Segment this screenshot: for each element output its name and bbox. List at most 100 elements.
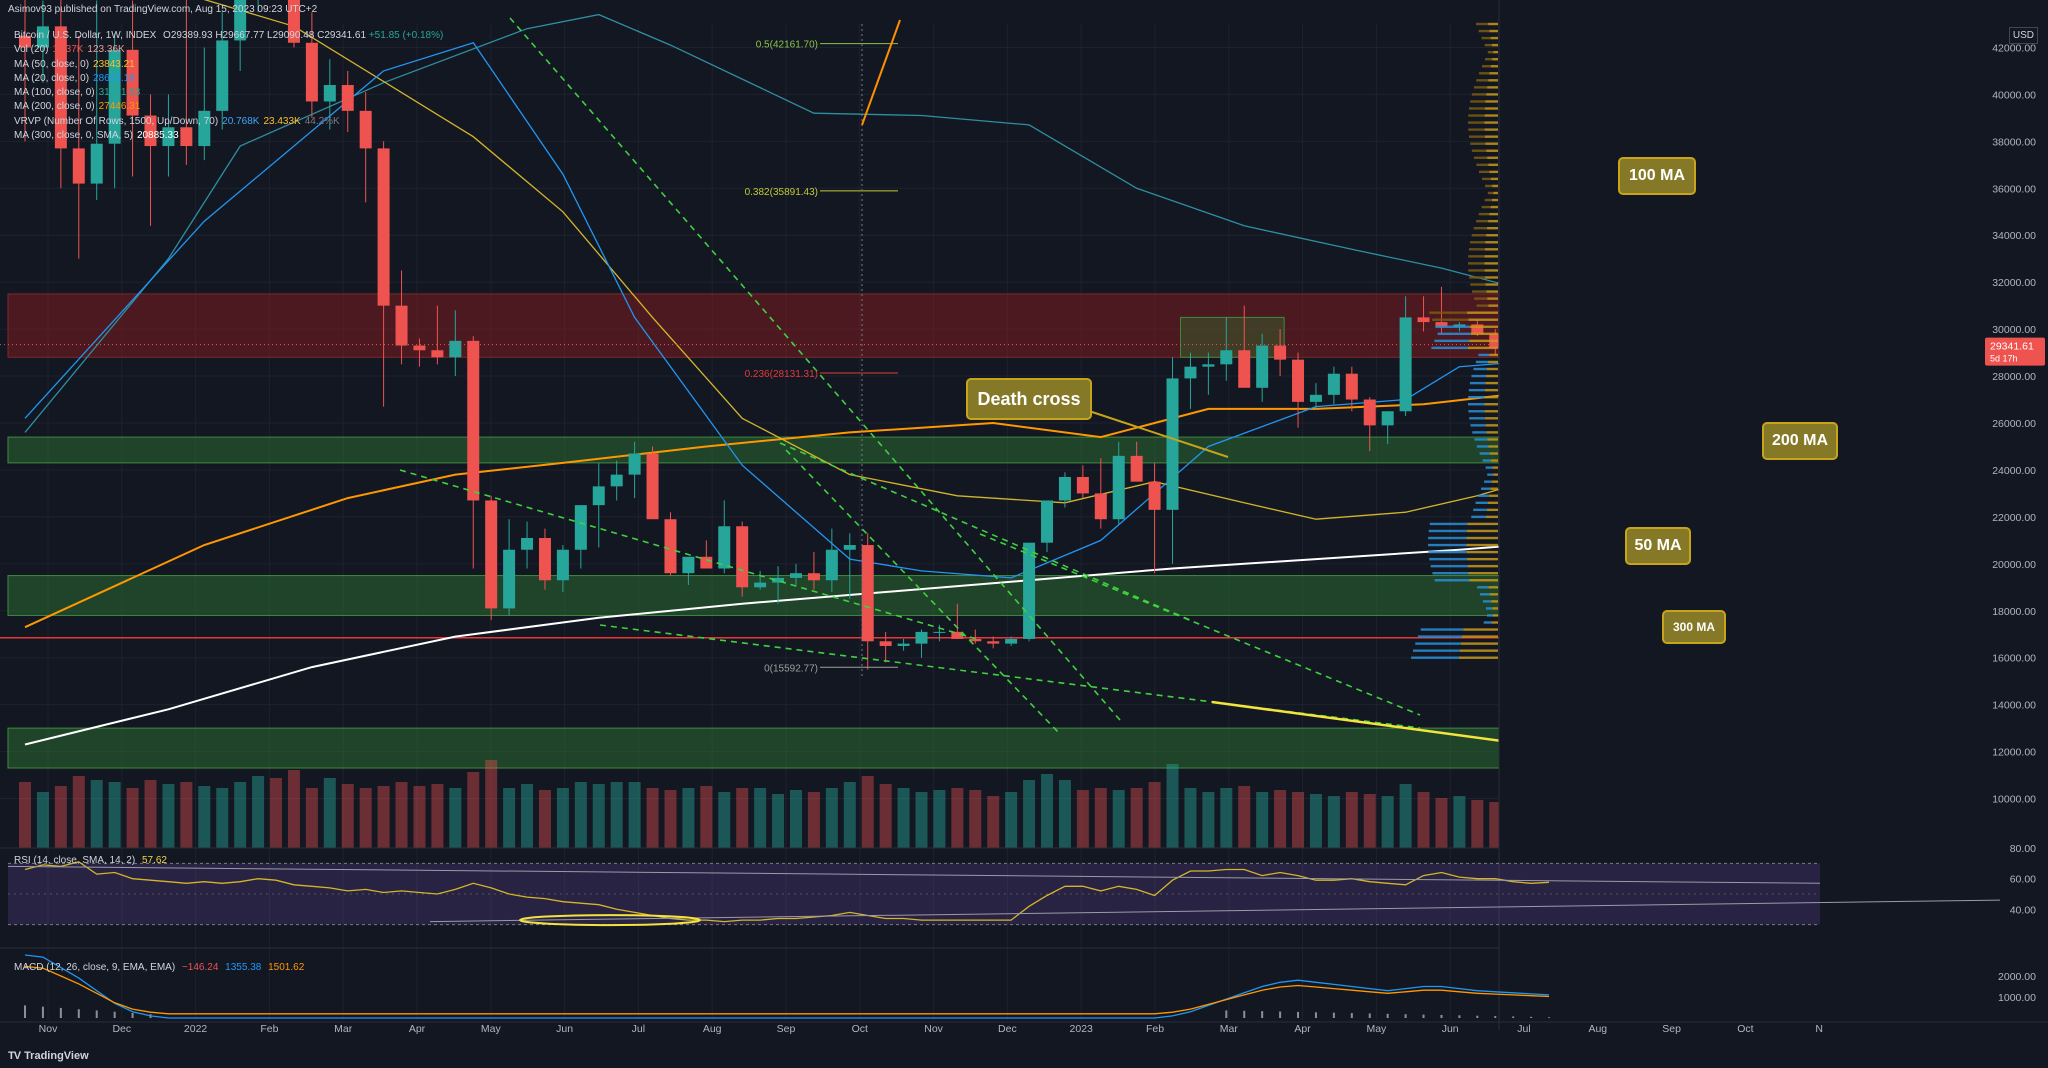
- candle-body: [1345, 373, 1358, 400]
- trendline-dashed: [399, 469, 981, 641]
- legend-change: +51.85 (+0.18%): [368, 30, 444, 41]
- candle-body: [1202, 364, 1215, 367]
- time-tick: Jul: [632, 1023, 645, 1035]
- candle-body: [754, 582, 767, 588]
- candle-body: [395, 305, 408, 346]
- volume-bar: [234, 782, 247, 848]
- candle-body: [1094, 493, 1107, 520]
- price-tick: 34000.00: [1992, 230, 2036, 242]
- candle-body: [198, 110, 211, 147]
- legend-row-label: MA (20, close, 0): [14, 72, 90, 84]
- volume-profile-down: [1486, 431, 1498, 434]
- volume-profile-down: [1469, 579, 1498, 582]
- rsi-tick: 80.00: [2010, 843, 2036, 855]
- volume-profile-down: [1489, 170, 1498, 174]
- volume-profile-down: [1492, 466, 1498, 469]
- currency-button[interactable]: USD: [2008, 27, 2038, 44]
- candle-body: [305, 42, 318, 102]
- time-tick: Dec: [112, 1023, 131, 1035]
- time-tick: Jun: [1442, 1023, 1459, 1035]
- volume-bar: [1489, 802, 1502, 848]
- macd-histogram-bar: [77, 1009, 80, 1018]
- legend-row-label: VRVP (Number Of Rows, 1500, Up/Down, 70): [14, 115, 219, 127]
- legend-row-label: Vol (20): [14, 44, 49, 56]
- volume-bar: [933, 790, 946, 848]
- price-tick: 16000.00: [1992, 653, 2036, 665]
- volume-profile-down: [1467, 522, 1498, 526]
- volume-bar: [54, 786, 67, 848]
- volume-profile-up: [1479, 593, 1490, 596]
- legend-row: Vol (20) 11.37K 123.36K: [14, 43, 443, 57]
- volume-profile-down: [1489, 353, 1498, 357]
- price-tick: 22000.00: [1992, 512, 2036, 524]
- callout-pointer: [1085, 409, 1229, 458]
- candle-body: [664, 519, 677, 574]
- time-tick: Feb: [1146, 1023, 1164, 1035]
- volume-profile-up: [1469, 381, 1486, 385]
- volume-profile-up: [1486, 614, 1493, 617]
- volume-profile-up: [1485, 184, 1493, 188]
- volume-profile-down: [1485, 381, 1498, 385]
- volume-profile-up: [1484, 480, 1492, 483]
- volume-profile-down: [1485, 283, 1498, 286]
- legend-row-label: MA (50, close, 0): [14, 58, 90, 70]
- volume-profile-down: [1491, 600, 1498, 603]
- candle-body: [897, 643, 910, 646]
- volume-bar: [216, 788, 229, 848]
- volume-profile-up: [1470, 142, 1486, 145]
- volume-profile-up: [1473, 508, 1487, 512]
- candle-body: [1023, 542, 1036, 639]
- candle-body: [341, 85, 354, 111]
- volume-profile-down: [1484, 410, 1498, 413]
- time-tick: Jul: [1517, 1023, 1530, 1035]
- volume-profile-down: [1459, 649, 1498, 652]
- volume-bar: [718, 792, 731, 848]
- volume-bar: [1435, 798, 1448, 848]
- volume-profile-down: [1466, 543, 1498, 547]
- volume-bar: [1148, 782, 1161, 848]
- macd-histogram-bar: [41, 1006, 44, 1018]
- price-tick: 18000.00: [1992, 606, 2036, 618]
- volume-profile-down: [1484, 403, 1498, 406]
- candle-body: [359, 110, 372, 149]
- legend-row: MA (200, close, 0) 27446.31: [14, 100, 443, 114]
- macd-signal-line: [24, 965, 1550, 1015]
- volume-profile-up: [1481, 36, 1491, 40]
- time-tick: May: [481, 1023, 502, 1035]
- candle-body: [234, 0, 247, 41]
- volume-bar: [807, 792, 820, 848]
- volume-profile-down: [1466, 550, 1498, 554]
- macd-histogram-bar: [24, 1005, 26, 1018]
- legend-row-label: MA (100, close, 0): [14, 87, 95, 99]
- volume-profile-down: [1467, 564, 1498, 568]
- volume-profile-down: [1484, 135, 1498, 138]
- volume-profile-up: [1428, 529, 1467, 533]
- volume-bar: [305, 788, 318, 848]
- volume-profile-up: [1481, 205, 1491, 209]
- volume-bar: [789, 790, 802, 848]
- candle-body: [1309, 394, 1322, 402]
- macd-histogram-bar: [1386, 1013, 1389, 1018]
- candle-body: [700, 556, 713, 569]
- volume-profile-up: [1484, 198, 1493, 202]
- macd-histogram-bar: [1314, 1012, 1317, 1018]
- volume-bar: [987, 796, 1000, 848]
- volume-profile-up: [1482, 459, 1492, 462]
- time-tick: Sep: [1662, 1023, 1681, 1035]
- candle-body: [413, 345, 426, 351]
- time-tick: Mar: [334, 1023, 353, 1035]
- volume-bar: [1166, 764, 1179, 848]
- candle-body: [843, 545, 856, 550]
- candle-body: [574, 505, 587, 550]
- volume-profile-up: [1468, 135, 1485, 138]
- macd-histogram-bar: [1530, 1016, 1533, 1018]
- volume-profile-down: [1484, 128, 1498, 131]
- volume-profile-up: [1473, 156, 1488, 159]
- macd-histogram-bar: [1440, 1014, 1443, 1018]
- legend-open: O29389.93: [163, 30, 213, 41]
- legend-row-value: 11.37K: [52, 44, 84, 56]
- volume-bar: [108, 782, 121, 848]
- tradingview-brand[interactable]: TV TradingView: [8, 1050, 89, 1062]
- volume-profile-down: [1484, 121, 1498, 124]
